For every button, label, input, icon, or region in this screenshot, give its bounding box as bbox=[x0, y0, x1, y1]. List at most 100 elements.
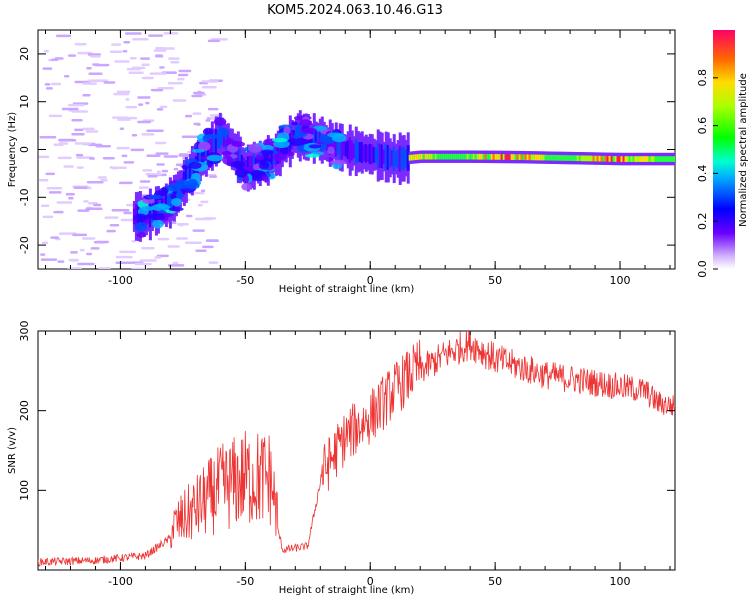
spectrogram-cell bbox=[332, 137, 336, 153]
spectrogram-cell bbox=[138, 186, 149, 189]
spectrogram-cell bbox=[302, 127, 318, 134]
spectrogram-cell bbox=[141, 133, 155, 136]
spectrogram-cell bbox=[350, 140, 354, 161]
spectrogram-cell bbox=[304, 153, 320, 158]
spectrogram-cell bbox=[636, 156, 640, 162]
spectrogram-cell bbox=[150, 204, 154, 223]
snr-panel: -100 -50 0 50 100 100 200 300 Height of straight… bbox=[7, 321, 676, 596]
spectrogram-cell bbox=[574, 155, 578, 162]
spectrogram-cell bbox=[450, 153, 454, 160]
spectrogram-cell bbox=[44, 83, 51, 86]
spectrogram-cell bbox=[512, 154, 516, 160]
spectrogram-cell bbox=[86, 252, 93, 256]
spectrogram-cell bbox=[172, 261, 179, 265]
spectrogram-cell bbox=[374, 147, 378, 163]
spectrogram-cell bbox=[466, 153, 470, 160]
spectrogram-cell bbox=[538, 154, 542, 161]
spectrogram-cell bbox=[468, 153, 472, 160]
spectrogram-cell bbox=[534, 154, 538, 161]
spectrogram-cell bbox=[203, 217, 217, 220]
spectrogram-cell bbox=[668, 156, 672, 162]
spectrogram-cell bbox=[506, 154, 510, 160]
spectrogram-cell bbox=[608, 155, 612, 162]
spectrogram-cell bbox=[548, 154, 552, 161]
spectrogram-cell bbox=[325, 157, 333, 162]
x-tick-label: -50 bbox=[236, 274, 254, 287]
spectrogram-cell bbox=[646, 156, 650, 162]
spectrogram-cell bbox=[508, 154, 512, 160]
spectrogram-cell bbox=[644, 156, 648, 162]
spectrogram-cell bbox=[123, 40, 131, 44]
spectrogram-cell bbox=[138, 103, 144, 106]
spectrogram-cell bbox=[592, 155, 596, 162]
spectrogram-cell bbox=[43, 49, 50, 53]
spectrogram-cell bbox=[550, 154, 554, 161]
spectrogram-cell bbox=[336, 137, 340, 155]
spectrogram-cell bbox=[202, 245, 214, 249]
spectrogram-cell bbox=[204, 141, 208, 165]
spectrogram-cell bbox=[192, 229, 205, 232]
spectrogram-cell bbox=[648, 156, 652, 162]
spectrogram-cell bbox=[177, 77, 185, 81]
spectrogram-cell bbox=[150, 88, 164, 92]
spectrogram-cell bbox=[578, 155, 582, 162]
spectrogram-cell bbox=[202, 145, 206, 165]
spectrogram-cell bbox=[111, 43, 122, 46]
spectrogram-cell bbox=[131, 133, 138, 137]
spectrogram-cell bbox=[530, 154, 534, 161]
spectrogram-cell bbox=[154, 198, 158, 224]
spectrogram-cell bbox=[175, 192, 184, 199]
x-tick-label: 50 bbox=[488, 274, 502, 287]
spectrogram-cell bbox=[546, 154, 550, 161]
spectrogram-cell bbox=[76, 156, 94, 159]
spectrogram-cell bbox=[112, 116, 128, 119]
spectrogram-cell bbox=[656, 156, 660, 162]
spectrogram-cell bbox=[171, 198, 182, 207]
spectrogram-cell bbox=[204, 133, 219, 140]
spectrogram-cell bbox=[68, 258, 79, 262]
spectrogram-cell bbox=[606, 155, 610, 162]
spectrogram-cell bbox=[181, 135, 199, 139]
spectrogram-cell bbox=[206, 140, 210, 161]
spectrogram-cell bbox=[140, 57, 150, 60]
spectrogram-cell bbox=[490, 153, 494, 160]
spectrogram-cell bbox=[70, 251, 78, 254]
spectrogram-cell bbox=[556, 154, 560, 161]
spectrogram-cell bbox=[628, 156, 632, 162]
spectrogram-cell bbox=[666, 156, 670, 162]
spectrogram-cell bbox=[40, 258, 58, 261]
spectrogram-cell bbox=[148, 34, 164, 37]
spectrogram-cell bbox=[416, 154, 420, 160]
spectrogram-cell bbox=[292, 134, 300, 140]
spectrogram-cell bbox=[408, 154, 412, 161]
spectrogram-cell bbox=[233, 160, 246, 170]
y-tick-label: -10 bbox=[18, 188, 31, 206]
spectrogram-cell bbox=[187, 178, 198, 188]
spectrogram-cell bbox=[155, 152, 169, 155]
spectrogram-cell bbox=[74, 142, 92, 145]
spectrogram-cell bbox=[542, 154, 546, 161]
colorbar-gradient bbox=[713, 30, 735, 269]
spectrogram-cell bbox=[650, 156, 654, 162]
spectrogram-cell bbox=[155, 141, 167, 145]
y-tick-label: -20 bbox=[18, 236, 31, 254]
y-tick-label: 200 bbox=[18, 400, 31, 421]
spectrogram-cell bbox=[137, 96, 151, 99]
spectrogram-cell bbox=[212, 136, 216, 152]
spectrogram-cell bbox=[163, 155, 178, 158]
spectrogram-cell bbox=[198, 141, 211, 152]
spectrogram-cell bbox=[98, 267, 111, 269]
spectrogram-cell bbox=[354, 138, 358, 164]
spectrogram-cell bbox=[664, 156, 668, 162]
spectrogram-cell bbox=[79, 248, 85, 252]
spectrogram-cell bbox=[42, 215, 54, 219]
spectrogram-cell bbox=[94, 63, 110, 67]
x-axis-label: Height of straight line (km) bbox=[279, 585, 415, 596]
spectrogram-cell bbox=[478, 153, 482, 160]
spectrogram-cell bbox=[41, 241, 49, 245]
spectrogram-cell bbox=[145, 172, 162, 176]
spectrogram-cell bbox=[139, 259, 157, 262]
spectrogram-cell bbox=[323, 135, 331, 144]
spectrogram-cell bbox=[146, 129, 164, 132]
spectrogram-cell bbox=[93, 203, 102, 207]
